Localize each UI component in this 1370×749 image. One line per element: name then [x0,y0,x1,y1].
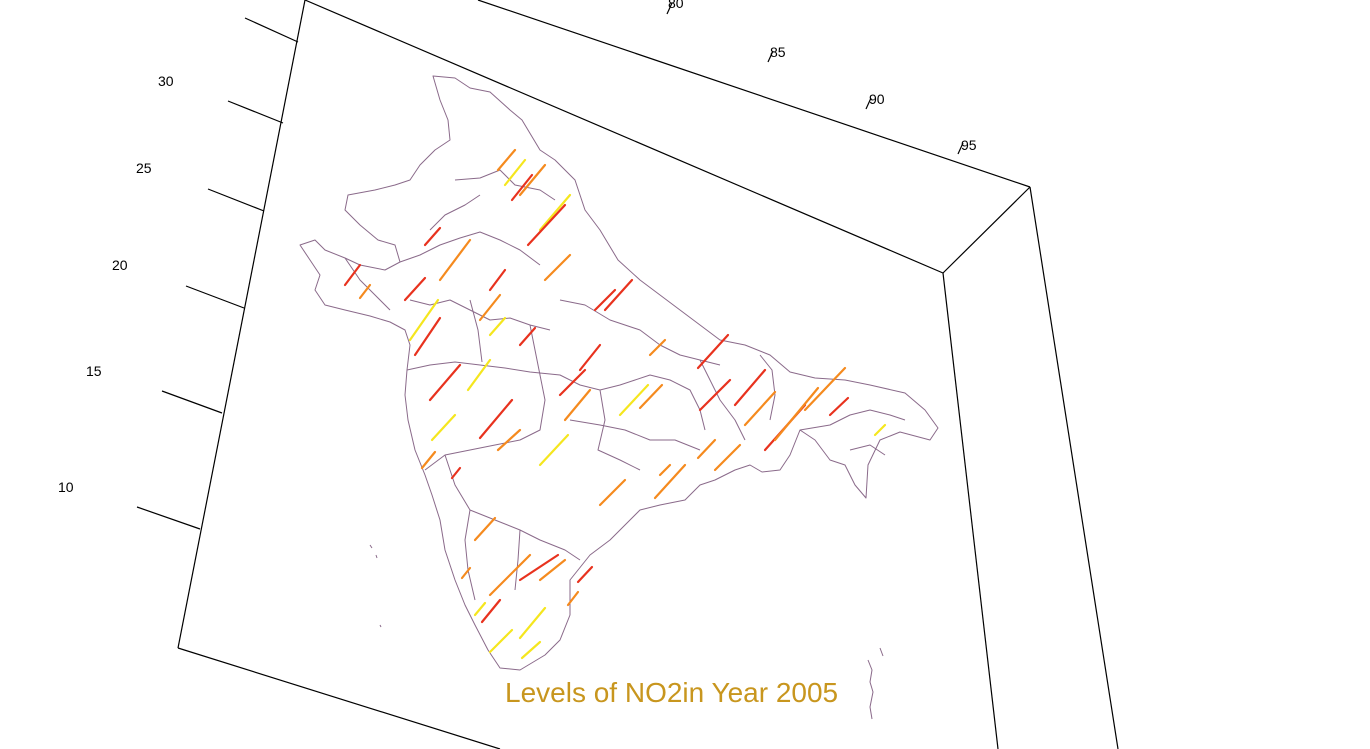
india-map [299,75,939,720]
no2-mark [403,276,427,302]
no2-mark [828,396,850,417]
no2-mark [430,413,457,442]
no2-mark [473,601,487,617]
frame-edge-top [477,0,1031,188]
longitude-tick-labels: 80 85 90 95 [668,0,977,153]
lat-label-25: 25 [136,160,152,176]
no2-mark [496,428,522,452]
no2-mark [413,316,442,357]
no2-mark [358,283,372,300]
lon-label-95: 95 [961,137,977,153]
no2-mark [538,433,570,467]
no2-mark [343,263,362,287]
no2-mark [460,566,472,580]
no2-mark [593,288,617,312]
figure-caption: Levels of NO2in Year 2005 [505,677,838,708]
lat-label-20: 20 [112,257,128,273]
no2-mark [478,293,502,322]
no2-mark [450,466,462,480]
lat-label-15: 15 [86,363,102,379]
no2-mark [598,478,627,507]
no2-mark [478,398,514,440]
lat-label-10: 10 [58,479,74,495]
no2-level-marks [343,148,887,660]
islands [369,544,884,720]
no2-mark [713,443,742,472]
no2-mark [696,438,717,460]
no2-mark [518,163,547,197]
no2-mark [466,358,492,392]
no2-mark [503,158,527,187]
no2-mark [743,390,777,427]
no2-mark [543,253,572,282]
frame-edge-right-outer [1029,186,1119,749]
lon-label-85: 85 [770,44,786,60]
no2-mark [408,298,440,342]
no2-mark [538,558,567,582]
no2-mark [653,463,687,500]
no2-mark [803,366,847,412]
no2-mark [488,268,507,292]
frame-edge-right-inner [942,272,999,749]
no2-mark [510,173,534,202]
no2-mark [428,363,462,402]
latitude-tick-labels: 30 25 20 15 10 [58,73,174,495]
no2-mark [566,590,580,607]
no2-mark [873,423,887,437]
no2-mark [526,203,567,247]
no2-mark [520,640,542,660]
no2-mark [496,148,517,172]
no2-mark [658,463,672,477]
no2-mark [518,326,537,347]
no2-mark [438,238,472,282]
frame-edge-back [304,0,944,274]
no2-mark [773,386,820,442]
no2-mark [603,278,634,312]
no2-mark [488,628,514,654]
longitude-axis [666,2,964,155]
lat-label-30: 30 [158,73,174,89]
no2-mark [480,598,502,624]
no2-mark [538,193,572,232]
no2-mark [420,450,437,470]
no2-mark [576,565,594,584]
frame-edge-bottom [177,647,501,749]
frame-edge-left [177,0,306,649]
no2-mark [648,338,667,357]
plot-frame [177,0,1119,749]
state-boundaries [344,169,906,601]
latitude-axis [136,17,299,530]
no2-mark [423,226,442,247]
no2-mark [518,553,560,582]
no2-mark [558,368,587,397]
no2-mark [518,606,547,640]
no2-mark [698,378,732,412]
no2-mark [563,388,592,422]
no2-mark [618,383,650,417]
frame-edge-top-inner [942,186,1031,274]
no2-mark [733,368,767,407]
no2-mark [488,316,507,337]
no2-mark [696,333,730,370]
no2-mark [488,553,532,597]
no2-mark [638,383,664,410]
lon-label-90: 90 [869,91,885,107]
no2-mark [578,343,602,372]
no2-mark [473,516,497,542]
lon-label-80: 80 [668,0,684,11]
country-outline [299,75,939,671]
